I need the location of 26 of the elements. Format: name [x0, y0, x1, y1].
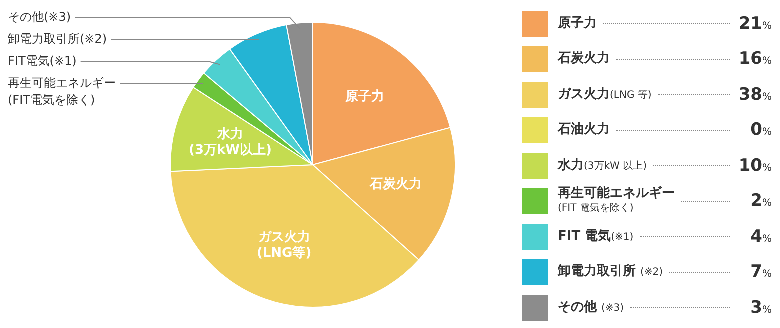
- legend-label: 水力(3万kW 以上): [558, 158, 648, 173]
- legend-label: 卸電力取引所 (※2): [558, 264, 664, 280]
- text: FIT電気(※1): [8, 54, 77, 68]
- text: 0%: [750, 120, 772, 140]
- slice-label: 水力 (3万kW以上): [189, 127, 272, 158]
- slice-label: 再生可能エネルギー (FIT電気を除く): [8, 76, 116, 108]
- legend-label: 石炭火力: [558, 51, 610, 66]
- data-label: 3%: [750, 298, 772, 318]
- data-label: 38%: [738, 84, 772, 105]
- slice-label: ガス火力 (LNG等): [256, 230, 312, 261]
- data-label: 7%: [750, 262, 772, 282]
- legend-label: 原子力: [558, 16, 597, 31]
- slice-label: 原子力: [344, 89, 384, 104]
- legend-label: FIT 電気(※1): [558, 228, 634, 244]
- legend-label: 石油火力: [558, 122, 610, 138]
- text: 卸電力取引所(※2): [8, 32, 108, 46]
- legend-label: 再生可能エネルギー (FIT 電気を除く): [558, 186, 675, 216]
- data-label: 21%: [738, 14, 772, 34]
- text: その他(※3): [8, 10, 72, 24]
- data-label: 16%: [738, 49, 772, 70]
- data-label: 4%: [750, 226, 772, 247]
- data-label: 2%: [750, 191, 772, 212]
- legend-label: その他 (※3): [558, 300, 624, 315]
- slice-label: 石炭火力: [369, 177, 422, 192]
- data-label: 10%: [738, 156, 772, 176]
- legend-label: ガス火力(LNG 等): [558, 86, 652, 102]
